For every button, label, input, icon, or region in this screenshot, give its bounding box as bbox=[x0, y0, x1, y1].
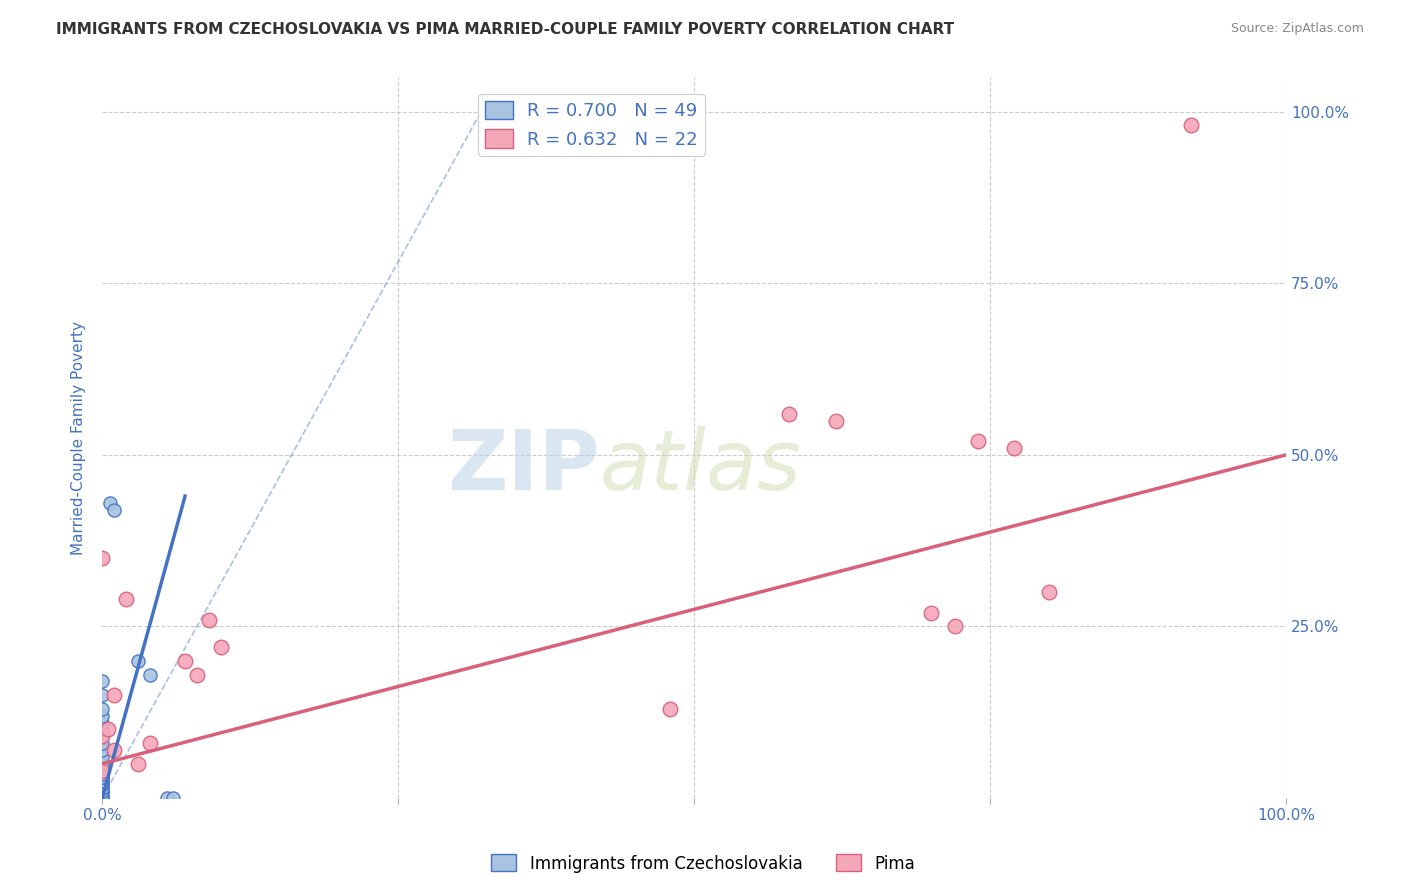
Point bbox=[91, 780, 114, 795]
Point bbox=[186, 667, 208, 681]
Point bbox=[1038, 585, 1060, 599]
Point bbox=[91, 777, 114, 791]
Point bbox=[91, 736, 114, 750]
Text: Source: ZipAtlas.com: Source: ZipAtlas.com bbox=[1230, 22, 1364, 36]
Point bbox=[91, 791, 114, 805]
Point bbox=[91, 777, 114, 791]
Point bbox=[778, 407, 800, 421]
Point bbox=[91, 771, 114, 785]
Point bbox=[91, 674, 114, 689]
Point bbox=[91, 791, 114, 805]
Legend: R = 0.700   N = 49, R = 0.632   N = 22: R = 0.700 N = 49, R = 0.632 N = 22 bbox=[478, 94, 704, 156]
Point bbox=[91, 771, 114, 785]
Point bbox=[920, 606, 942, 620]
Point bbox=[97, 723, 120, 737]
Point bbox=[156, 791, 179, 805]
Point bbox=[91, 784, 114, 798]
Point bbox=[91, 688, 114, 702]
Text: ZIP: ZIP bbox=[447, 426, 599, 507]
Point bbox=[91, 702, 114, 716]
Point bbox=[197, 613, 219, 627]
Y-axis label: Married-Couple Family Poverty: Married-Couple Family Poverty bbox=[72, 321, 86, 555]
Point bbox=[91, 791, 114, 805]
Point bbox=[91, 750, 114, 764]
Point bbox=[825, 414, 848, 428]
Point bbox=[91, 708, 114, 723]
Point bbox=[91, 777, 114, 791]
Point bbox=[91, 788, 114, 802]
Point bbox=[91, 791, 114, 805]
Point bbox=[91, 791, 114, 805]
Point bbox=[91, 791, 114, 805]
Point bbox=[91, 791, 114, 805]
Point bbox=[103, 743, 125, 757]
Point bbox=[115, 592, 138, 607]
Point bbox=[91, 723, 114, 737]
Point bbox=[91, 764, 114, 778]
Point bbox=[91, 767, 114, 781]
Point bbox=[91, 773, 114, 788]
Point bbox=[174, 654, 197, 668]
Point bbox=[91, 791, 114, 805]
Point bbox=[943, 619, 966, 633]
Point bbox=[91, 780, 114, 795]
Point bbox=[91, 784, 114, 798]
Point bbox=[91, 784, 114, 798]
Point bbox=[138, 736, 160, 750]
Point bbox=[91, 791, 114, 805]
Point bbox=[91, 771, 114, 785]
Text: IMMIGRANTS FROM CZECHOSLOVAKIA VS PIMA MARRIED-COUPLE FAMILY POVERTY CORRELATION: IMMIGRANTS FROM CZECHOSLOVAKIA VS PIMA M… bbox=[56, 22, 955, 37]
Point bbox=[1180, 119, 1202, 133]
Point bbox=[91, 715, 114, 730]
Text: atlas: atlas bbox=[599, 426, 801, 507]
Point bbox=[91, 756, 114, 771]
Point bbox=[1002, 441, 1025, 455]
Point bbox=[91, 729, 114, 743]
Legend: Immigrants from Czechoslovakia, Pima: Immigrants from Czechoslovakia, Pima bbox=[485, 847, 921, 880]
Point bbox=[162, 791, 184, 805]
Point bbox=[103, 503, 125, 517]
Point bbox=[91, 791, 114, 805]
Point bbox=[91, 729, 114, 743]
Point bbox=[659, 702, 682, 716]
Point bbox=[127, 654, 149, 668]
Point bbox=[91, 791, 114, 805]
Point bbox=[91, 550, 114, 565]
Point bbox=[91, 791, 114, 805]
Point bbox=[100, 496, 122, 510]
Point bbox=[91, 791, 114, 805]
Point bbox=[91, 791, 114, 805]
Point bbox=[91, 791, 114, 805]
Point bbox=[91, 773, 114, 788]
Point bbox=[91, 764, 114, 778]
Point bbox=[91, 791, 114, 805]
Point bbox=[127, 756, 149, 771]
Point bbox=[91, 743, 114, 757]
Point bbox=[103, 688, 125, 702]
Point bbox=[138, 667, 160, 681]
Point bbox=[967, 434, 990, 449]
Point bbox=[209, 640, 232, 654]
